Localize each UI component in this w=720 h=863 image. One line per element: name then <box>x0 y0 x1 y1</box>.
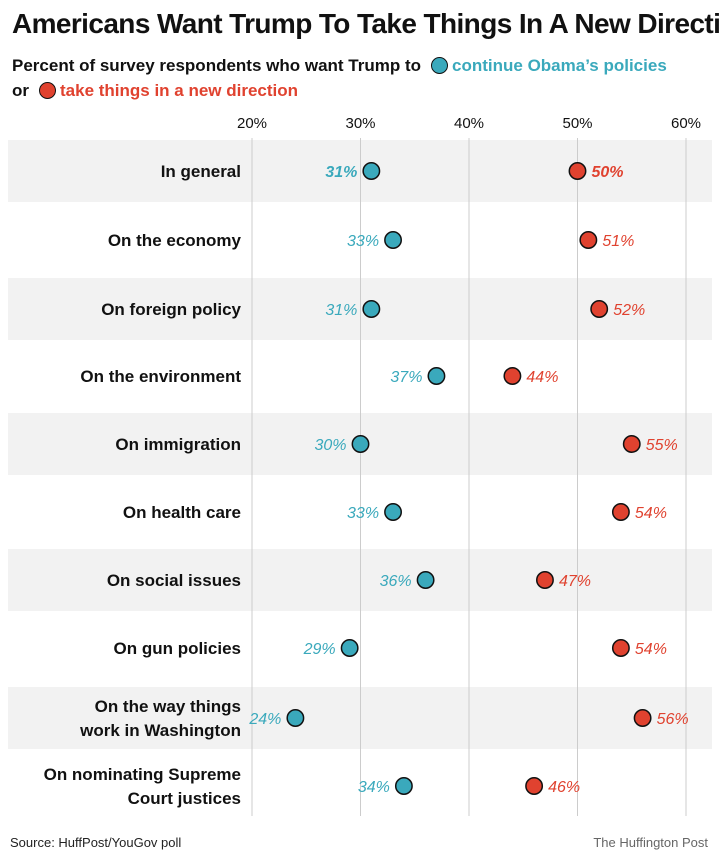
value-label-blue: 33% <box>347 505 379 522</box>
row-label-line: In general <box>161 162 241 181</box>
row-label-line: On foreign policy <box>101 300 241 319</box>
value-label-blue: 31% <box>325 302 357 319</box>
row-label: On the environment <box>80 367 241 386</box>
x-tick-label: 50% <box>562 115 592 132</box>
dot-red <box>503 367 522 385</box>
row-label-line: On nominating Supreme <box>44 765 241 784</box>
dot-blue <box>351 435 370 453</box>
row-label-line: On health care <box>123 503 241 522</box>
row-label-line: On the way things <box>95 697 241 716</box>
dot-red <box>611 503 630 521</box>
dot-red <box>611 639 630 657</box>
data-labels: 31% 50% 33% 51% 31% 52% 37% 44% 30% 55% 33% 54% 36% 4… <box>248 164 688 796</box>
value-label-red: 44% <box>526 369 558 386</box>
x-tick-label: 30% <box>345 115 375 132</box>
dot-red <box>633 709 652 727</box>
value-label-red: 55% <box>646 437 678 454</box>
dot-red <box>536 571 554 589</box>
row-label-line: Court justices <box>128 789 241 808</box>
dot-blue <box>394 777 413 795</box>
row-label: On health care <box>123 503 241 522</box>
dot-blue <box>427 367 446 385</box>
dot-blue <box>340 639 359 657</box>
value-label-blue: 30% <box>314 437 346 454</box>
dot-red <box>579 231 598 249</box>
row-label-line: On the economy <box>108 231 242 250</box>
legend-label-continue: continue Obama’s policies <box>452 56 667 75</box>
row-label: On immigration <box>115 435 241 454</box>
row-label-line: On social issues <box>107 571 241 590</box>
row-label: On the economy <box>108 231 242 250</box>
chart-subtitle: Percent of survey respondents who want T… <box>12 53 712 103</box>
row-label: On nominating Supreme Court justices <box>44 765 241 808</box>
data-points <box>286 162 652 795</box>
dot-red <box>590 300 609 318</box>
x-axis-ticks: 20% 30% 40% 50% 60% <box>237 115 701 132</box>
value-label-blue: 34% <box>358 779 390 796</box>
dot-blue <box>384 503 402 521</box>
x-tick-label: 20% <box>237 115 267 132</box>
row-label-line: work in Washington <box>79 721 241 740</box>
dot-red <box>622 435 641 453</box>
subtitle-connector: or <box>12 81 29 100</box>
legend-marker-blue-icon <box>431 57 449 74</box>
dot-blue <box>416 571 435 589</box>
x-tick-label: 40% <box>454 115 484 132</box>
legend-marker-red-icon <box>39 82 56 99</box>
row-label-line: On the environment <box>80 367 241 386</box>
value-label-red: 47% <box>559 573 591 590</box>
credit-note: The Huffington Post <box>593 835 708 850</box>
chart-title: Americans Want Trump To Take Things In A… <box>12 8 720 39</box>
dot-blue <box>362 162 381 180</box>
value-label-red: 52% <box>613 302 645 319</box>
dot-blue <box>384 231 402 249</box>
gridlines <box>251 138 687 816</box>
value-label-red: 54% <box>635 641 667 658</box>
dot-blue <box>362 300 381 318</box>
value-label-red: 46% <box>548 779 580 796</box>
value-label-blue: 29% <box>303 641 336 658</box>
row-label: On social issues <box>107 571 241 590</box>
value-label-red: 51% <box>602 233 634 250</box>
row-label: In general <box>161 162 241 181</box>
dot-blue <box>286 709 305 727</box>
value-label-blue: 36% <box>380 573 412 590</box>
legend-label-new-direction: take things in a new direction <box>60 81 299 100</box>
row-label-line: On immigration <box>115 435 241 454</box>
row-label-line: On gun policies <box>113 639 241 658</box>
value-label-blue: 33% <box>347 233 379 250</box>
row-label: On foreign policy <box>101 300 241 319</box>
value-label-blue: 37% <box>390 369 422 386</box>
dot-red <box>568 162 587 180</box>
value-label-red: 50% <box>592 164 624 181</box>
row-label: On gun policies <box>113 639 241 658</box>
value-label-red: 54% <box>635 505 667 522</box>
row-labels: In general On the economy On foreign polic… <box>44 162 242 808</box>
dot-red <box>525 777 544 795</box>
value-label-red: 56% <box>657 711 689 728</box>
source-note: Source: HuffPost/YouGov poll <box>10 835 182 850</box>
x-tick-label: 60% <box>671 115 701 132</box>
subtitle-prefix: Percent of survey respondents who want T… <box>12 56 422 75</box>
value-label-blue: 31% <box>325 164 357 181</box>
value-label-blue: 24% <box>248 711 281 728</box>
row-label: On the way things work in Washington <box>79 697 241 740</box>
